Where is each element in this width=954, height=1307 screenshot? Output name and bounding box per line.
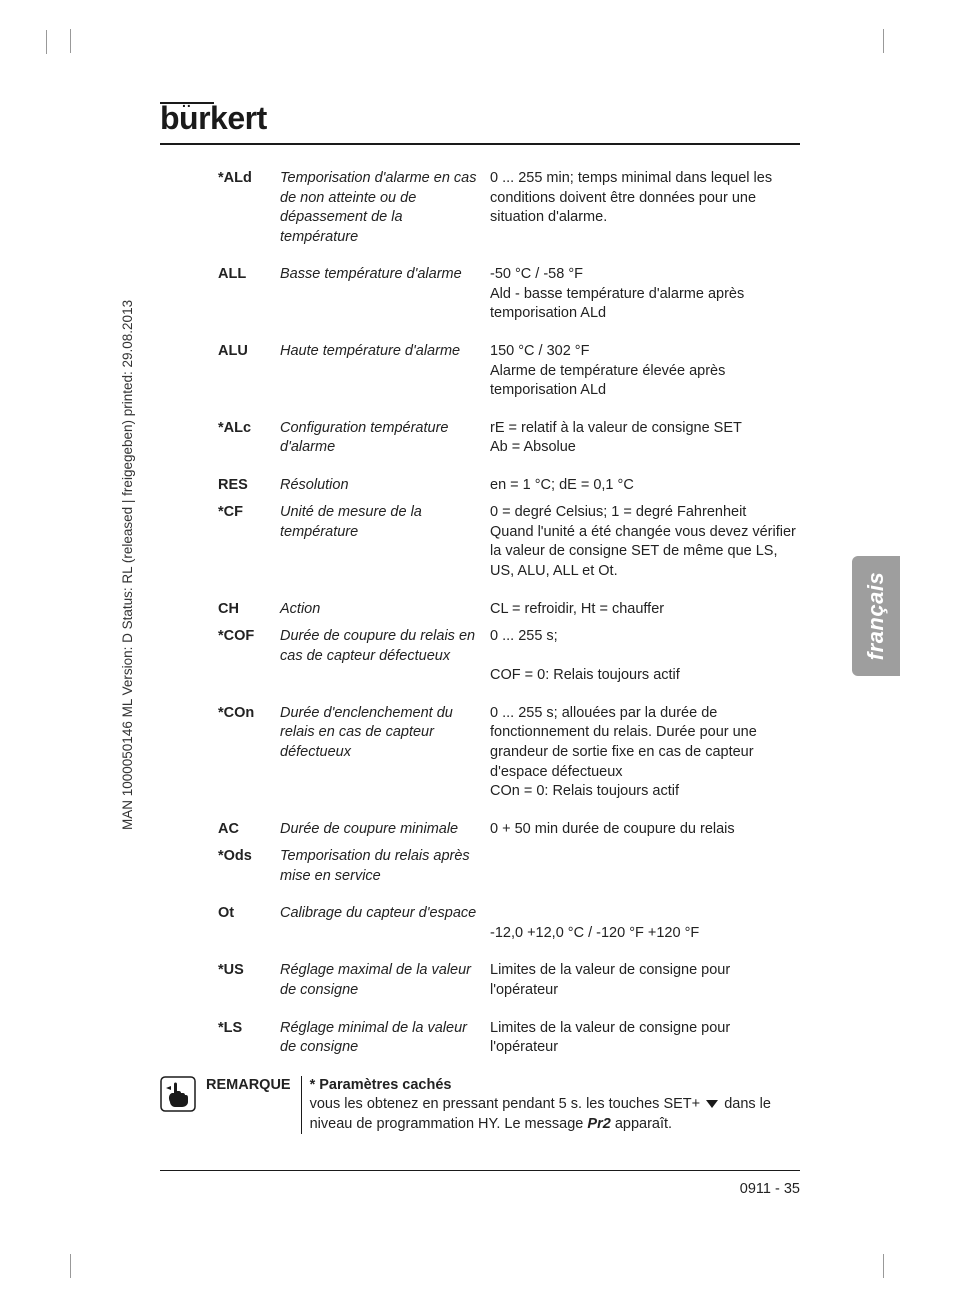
param-value: en = 1 °C; dE = 0,1 °C bbox=[490, 476, 800, 496]
remark-title: * Paramètres cachés bbox=[310, 1077, 452, 1093]
param-value: 0 = degré Celsius; 1 = degré Fahrenheit … bbox=[490, 503, 800, 581]
remark-body: * Paramètres cachés vous les obtenez en … bbox=[301, 1076, 800, 1135]
param-row: *CFUnité de mesure de la température0 = … bbox=[218, 503, 800, 581]
param-label: Durée d'enclenchement du relais en cas d… bbox=[280, 704, 490, 802]
param-row: *ALcConfiguration température d'alarmerE… bbox=[218, 419, 800, 458]
param-value: Limites de la valeur de consigne pour l'… bbox=[490, 1019, 800, 1058]
param-label: Calibrage du capteur d'espace bbox=[280, 904, 490, 943]
param-code: ALL bbox=[218, 265, 280, 324]
param-row: CHActionCL = refroidir, Ht = chauffer bbox=[218, 600, 800, 620]
hand-pointing-icon bbox=[160, 1076, 196, 1112]
param-code: ALU bbox=[218, 342, 280, 401]
brand-logo: .. burkert bbox=[160, 100, 800, 145]
param-row: *LSRéglage minimal de la valeur de consi… bbox=[218, 1019, 800, 1058]
param-label: Réglage minimal de la valeur de consigne bbox=[280, 1019, 490, 1058]
param-code: CH bbox=[218, 600, 280, 620]
param-code: *ALd bbox=[218, 169, 280, 247]
crop-mark bbox=[46, 1253, 70, 1277]
param-code: *ALc bbox=[218, 419, 280, 458]
param-row: *COnDurée d'enclenchement du relais en c… bbox=[218, 704, 800, 802]
page-content: .. burkert *ALdTemporisation d'alarme en… bbox=[160, 100, 800, 1197]
param-code: *CF bbox=[218, 503, 280, 581]
document-meta-side: MAN 1000050146 ML Version: D Status: RL … bbox=[120, 300, 135, 830]
page-number: 0911 - 35 bbox=[160, 1181, 800, 1197]
param-row: *COFDurée de coupure du relais en cas de… bbox=[218, 627, 800, 686]
param-value: 0 + 50 min durée de coupure du relais bbox=[490, 820, 800, 840]
param-row: *OdsTemporisation du relais après mise e… bbox=[218, 847, 800, 886]
param-code: *Ods bbox=[218, 847, 280, 886]
param-row: RESRésolutionen = 1 °C; dE = 0,1 °C bbox=[218, 476, 800, 496]
param-label: Temporisation d'alarme en cas de non att… bbox=[280, 169, 490, 247]
param-value: 0 ... 255 min; temps minimal dans lequel… bbox=[490, 169, 800, 247]
brand-logo-text: burkert bbox=[160, 100, 267, 136]
param-code: RES bbox=[218, 476, 280, 496]
param-row: OtCalibrage du capteur d'espace -12,0 +1… bbox=[218, 904, 800, 943]
param-label: Configuration température d'alarme bbox=[280, 419, 490, 458]
param-code: *LS bbox=[218, 1019, 280, 1058]
param-value: -12,0 +12,0 °C / -120 °F +120 °F bbox=[490, 904, 800, 943]
param-label: Résolution bbox=[280, 476, 490, 496]
param-code: *US bbox=[218, 961, 280, 1000]
param-label: Basse température d'alarme bbox=[280, 265, 490, 324]
param-value: 0 ... 255 s; COF = 0: Relais toujours ac… bbox=[490, 627, 800, 686]
language-tab: français bbox=[852, 556, 900, 676]
param-code: *COn bbox=[218, 704, 280, 802]
parameter-table: *ALdTemporisation d'alarme en cas de non… bbox=[218, 169, 800, 1058]
param-code: Ot bbox=[218, 904, 280, 943]
remark-label: REMARQUE bbox=[206, 1076, 291, 1096]
crop-mark bbox=[884, 30, 908, 54]
param-value: CL = refroidir, Ht = chauffer bbox=[490, 600, 800, 620]
remark-pr2: Pr2 bbox=[587, 1116, 610, 1132]
param-value bbox=[490, 847, 800, 886]
param-row: ACDurée de coupure minimale0 + 50 min du… bbox=[218, 820, 800, 840]
param-value: 0 ... 255 s; allouées par la durée de fo… bbox=[490, 704, 800, 802]
remark-block: REMARQUE * Paramètres cachés vous les ob… bbox=[160, 1076, 800, 1135]
down-arrow-icon bbox=[706, 1100, 718, 1108]
param-code: *COF bbox=[218, 627, 280, 686]
param-row: *ALdTemporisation d'alarme en cas de non… bbox=[218, 169, 800, 247]
param-label: Durée de coupure minimale bbox=[280, 820, 490, 840]
param-value: -50 °C / -58 °F Ald - basse température … bbox=[490, 265, 800, 324]
remark-text-pre: vous les obtenez en pressant pendant 5 s… bbox=[310, 1096, 705, 1112]
param-value: Limites de la valeur de consigne pour l'… bbox=[490, 961, 800, 1000]
param-row: ALUHaute température d'alarme150 °C / 30… bbox=[218, 342, 800, 401]
param-row: *USRéglage maximal de la valeur de consi… bbox=[218, 961, 800, 1000]
param-label: Temporisation du relais après mise en se… bbox=[280, 847, 490, 886]
footer-rule bbox=[160, 1170, 800, 1171]
param-label: Unité de mesure de la température bbox=[280, 503, 490, 581]
param-code: AC bbox=[218, 820, 280, 840]
param-value: 150 °C / 302 °F Alarme de température él… bbox=[490, 342, 800, 401]
param-row: ALLBasse température d'alarme -50 °C / -… bbox=[218, 265, 800, 324]
language-tab-label: français bbox=[863, 572, 889, 660]
param-label: Durée de coupure du relais en cas de cap… bbox=[280, 627, 490, 686]
param-label: Réglage maximal de la valeur de consigne bbox=[280, 961, 490, 1000]
param-label: Action bbox=[280, 600, 490, 620]
crop-mark bbox=[46, 30, 70, 54]
param-value: rE = relatif à la valeur de consigne SET… bbox=[490, 419, 800, 458]
crop-mark bbox=[884, 1253, 908, 1277]
remark-text-end: apparaît. bbox=[611, 1116, 672, 1132]
param-label: Haute température d'alarme bbox=[280, 342, 490, 401]
